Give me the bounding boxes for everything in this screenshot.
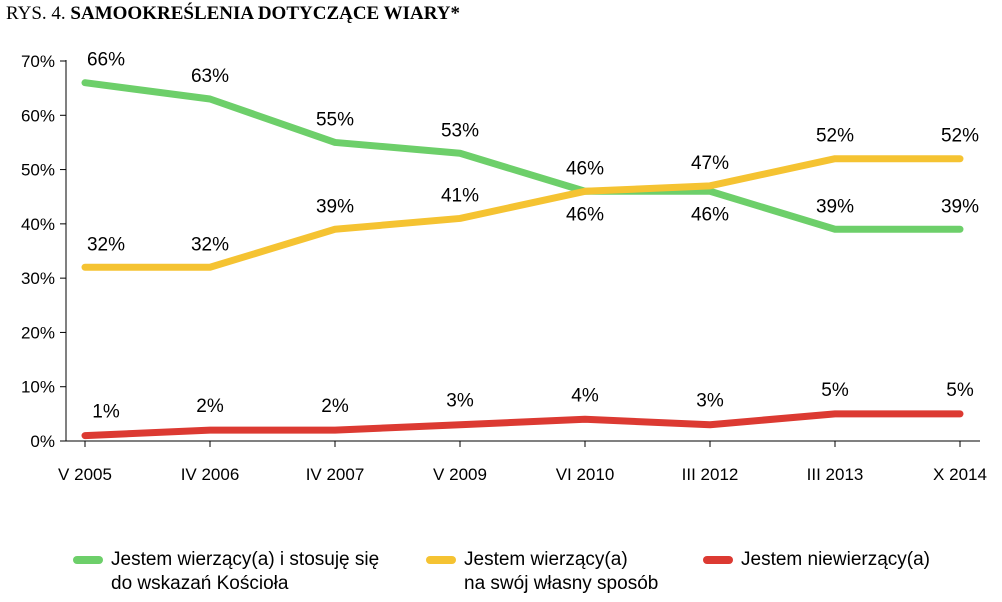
figure-prefix: RYS. 4. [6, 3, 66, 24]
data-label: 3% [446, 391, 474, 412]
x-tick-label: III 2012 [682, 465, 739, 484]
data-label: 52% [941, 126, 979, 147]
legend-swatch-yellow [426, 556, 456, 564]
y-tick-label: 70% [21, 52, 55, 71]
data-label: 46% [566, 204, 604, 225]
data-label: 39% [316, 196, 354, 217]
figure-title: RYS. 4. SAMOOKREŚLENIA DOTYCZĄCE WIARY* [6, 3, 460, 25]
data-label: 46% [691, 204, 729, 225]
data-label: 32% [191, 234, 229, 255]
data-labels: 66% 63% 55% 53% 46% 46% 39% 39% 32% 32% 39% 41% 46% 4… [87, 50, 979, 423]
legend-item-own-way-believer: Jestem wierzący(a) na swój własny sposób [426, 548, 658, 596]
legend-item-practicing-believer: Jestem wierzący(a) i stosuję się do wska… [73, 548, 379, 596]
series-line-own-way-believer [81, 155, 964, 271]
data-label: 63% [191, 66, 229, 87]
data-label: 41% [441, 185, 479, 206]
x-tick-label: IV 2007 [306, 465, 365, 484]
data-label: 3% [696, 391, 724, 412]
legend-label: Jestem wierzący(a) na swój własny sposób [464, 548, 658, 596]
legend-label-line: do wskazań Kościoła [111, 573, 289, 594]
legend-item-non-believer: Jestem niewierzący(a) [703, 548, 930, 572]
x-tick-label: V 2005 [58, 465, 112, 484]
y-tick-label: 20% [21, 323, 55, 342]
legend-swatch-green [73, 556, 103, 564]
y-tick-label: 10% [21, 378, 55, 397]
y-tick-label: 40% [21, 215, 55, 234]
line-chart: 0% 10% 20% 30% 40% 50% 60% 70% V 2005 IV 2006 IV 2… [21, 50, 987, 484]
x-tick-label: X 2014 [933, 465, 987, 484]
x-tick-label: IV 2006 [181, 465, 240, 484]
data-label: 2% [321, 396, 349, 417]
data-label: 53% [441, 120, 479, 141]
series-line-non-believer [81, 410, 964, 440]
data-label: 66% [87, 50, 125, 71]
data-label: 4% [571, 385, 599, 406]
series-line-practicing-believer [81, 79, 964, 233]
data-label: 1% [92, 402, 120, 423]
legend-label-line: Jestem wierzący(a) i stosuję się [111, 549, 380, 570]
legend-label-line: na swój własny sposób [464, 573, 659, 594]
y-tick-label: 30% [21, 269, 55, 288]
data-label: 55% [316, 109, 354, 130]
data-label: 39% [941, 196, 979, 217]
data-label: 47% [691, 153, 729, 174]
data-label: 2% [196, 396, 224, 417]
y-tick-label: 0% [30, 432, 55, 451]
figure-title-text: SAMOOKREŚLENIA DOTYCZĄCE WIARY* [70, 3, 461, 24]
data-label: 32% [87, 234, 125, 255]
y-tick-label: 50% [21, 161, 55, 180]
x-tick-label: VI 2010 [556, 465, 615, 484]
legend-label-line: Jestem wierzący(a) [464, 549, 628, 570]
series-lines [81, 79, 964, 440]
data-label: 46% [566, 158, 604, 179]
chart-axes: 0% 10% 20% 30% 40% 50% 60% 70% V 2005 IV 2006 IV 2… [21, 52, 987, 484]
data-label: 52% [816, 126, 854, 147]
x-tick-label: V 2009 [433, 465, 487, 484]
legend-label: Jestem niewierzący(a) [741, 548, 930, 572]
data-label: 5% [821, 380, 849, 401]
legend: Jestem wierzący(a) i stosuję się do wska… [0, 548, 1002, 602]
legend-swatch-red [703, 556, 733, 564]
legend-label-line: Jestem niewierzący(a) [741, 549, 930, 570]
x-tick-label: III 2013 [807, 465, 864, 484]
data-label: 39% [816, 196, 854, 217]
y-tick-label: 60% [21, 106, 55, 125]
data-label: 5% [946, 380, 974, 401]
legend-label: Jestem wierzący(a) i stosuję się do wska… [111, 548, 379, 596]
